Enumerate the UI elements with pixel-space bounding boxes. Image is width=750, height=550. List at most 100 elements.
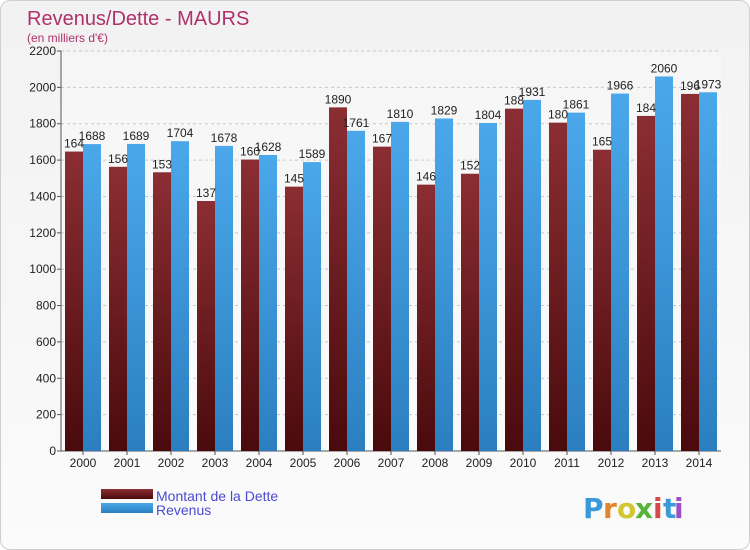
- bars: [65, 76, 717, 452]
- logo-letter: P: [583, 492, 604, 525]
- bar-revenus: [479, 123, 497, 451]
- bar-dette: [373, 146, 391, 452]
- y-tick-label: 1000: [29, 262, 56, 276]
- y-tick-label: 1200: [29, 226, 56, 240]
- y-tick-label: 200: [36, 408, 56, 422]
- data-label: 1761: [343, 116, 370, 130]
- bar-revenus: [523, 99, 541, 451]
- logo-letter: r: [603, 492, 617, 525]
- y-tick-label: 1600: [29, 153, 56, 167]
- x-tick-label: 2000: [70, 456, 97, 470]
- bar-revenus: [259, 155, 277, 451]
- data-label: 184: [636, 101, 656, 115]
- legend-label: Montant de la Dette: [156, 488, 278, 504]
- data-label: 1678: [211, 131, 238, 145]
- legend-swatch: [101, 503, 153, 513]
- bar-dette: [329, 107, 347, 451]
- bar-dette: [417, 184, 435, 452]
- x-tick-label: 2006: [334, 456, 361, 470]
- bar-dette: [461, 173, 479, 451]
- data-label: 1688: [79, 129, 106, 143]
- bar-dette: [505, 108, 523, 452]
- logo-letter: i: [653, 492, 663, 525]
- data-label: 1861: [563, 98, 590, 112]
- bar-dette: [197, 201, 215, 451]
- bar-revenus: [127, 143, 145, 451]
- axes: 0 200 400 600 800 1000 1200 1400 1600 1800 2000 220…: [29, 44, 721, 470]
- data-label: 1973: [695, 77, 722, 91]
- bar-dette: [681, 93, 699, 451]
- y-tick-label: 800: [36, 299, 56, 313]
- data-label: 165: [592, 135, 612, 149]
- data-label: 1628: [255, 140, 282, 154]
- y-tick-label: 600: [36, 335, 56, 349]
- data-label: 145: [284, 172, 304, 186]
- y-tick-label: 400: [36, 371, 56, 385]
- data-label: 188: [504, 94, 524, 108]
- bar-revenus: [303, 162, 321, 451]
- data-label: 1689: [123, 129, 150, 143]
- x-tick-label: 2007: [378, 456, 405, 470]
- x-tick-label: 2003: [202, 456, 229, 470]
- bar-dette: [153, 172, 171, 452]
- y-tick-label: 2200: [29, 44, 56, 58]
- bar-dette: [285, 186, 303, 452]
- logo-letter: i: [674, 492, 684, 525]
- legend-label: Revenus: [156, 502, 211, 518]
- y-tick-label: 2000: [29, 80, 56, 94]
- chart-subtitle: (en milliers d'€): [27, 31, 108, 45]
- x-tick-label: 2005: [290, 456, 317, 470]
- x-tick-label: 2004: [246, 456, 273, 470]
- data-label: 1589: [299, 147, 326, 161]
- x-tick-label: 2013: [642, 456, 669, 470]
- bar-revenus: [171, 141, 189, 451]
- data-label: 1931: [519, 85, 546, 99]
- bar-revenus: [215, 145, 233, 451]
- data-label: 153: [152, 157, 172, 171]
- bar-revenus: [567, 112, 585, 452]
- data-label: 156: [108, 152, 128, 166]
- bar-dette: [637, 115, 655, 451]
- bar-dette: [109, 166, 127, 451]
- bar-dette: [549, 122, 567, 452]
- y-tick-label: 1400: [29, 189, 56, 203]
- y-tick-label: 1800: [29, 117, 56, 131]
- chart-title: Revenus/Dette - MAURS: [27, 8, 249, 30]
- data-label: 137: [196, 186, 216, 200]
- data-label: 146: [416, 170, 436, 184]
- data-label: 180: [548, 108, 568, 122]
- data-label: 1966: [607, 79, 634, 93]
- x-tick-label: 2008: [422, 456, 449, 470]
- bar-revenus: [699, 92, 717, 451]
- legend-swatch: [101, 489, 153, 499]
- bar-revenus: [655, 76, 673, 452]
- data-label: 152: [460, 159, 480, 173]
- logo-letter: o: [617, 492, 636, 525]
- x-tick-label: 2002: [158, 456, 185, 470]
- bar-dette: [241, 159, 259, 451]
- bar-revenus: [391, 121, 409, 451]
- data-label: 1890: [325, 92, 352, 106]
- bar-dette: [65, 151, 83, 451]
- bar-revenus: [611, 93, 629, 451]
- data-label: 1810: [387, 107, 414, 121]
- data-label: 196: [680, 79, 700, 93]
- x-tick-label: 2012: [598, 456, 625, 470]
- x-tick-label: 2010: [510, 456, 537, 470]
- data-label: 1704: [167, 126, 194, 140]
- data-label: 1804: [475, 108, 502, 122]
- x-tick-label: 2009: [466, 456, 493, 470]
- data-label: 167: [372, 132, 392, 146]
- logo-letter: x: [635, 492, 653, 525]
- data-label: 160: [240, 145, 260, 159]
- bar-revenus: [83, 144, 101, 451]
- data-label: 1829: [431, 103, 458, 117]
- x-tick-label: 2014: [686, 456, 713, 470]
- data-label: 2060: [651, 61, 678, 75]
- logo-letter: t: [663, 492, 676, 525]
- data-label: 164: [64, 137, 84, 151]
